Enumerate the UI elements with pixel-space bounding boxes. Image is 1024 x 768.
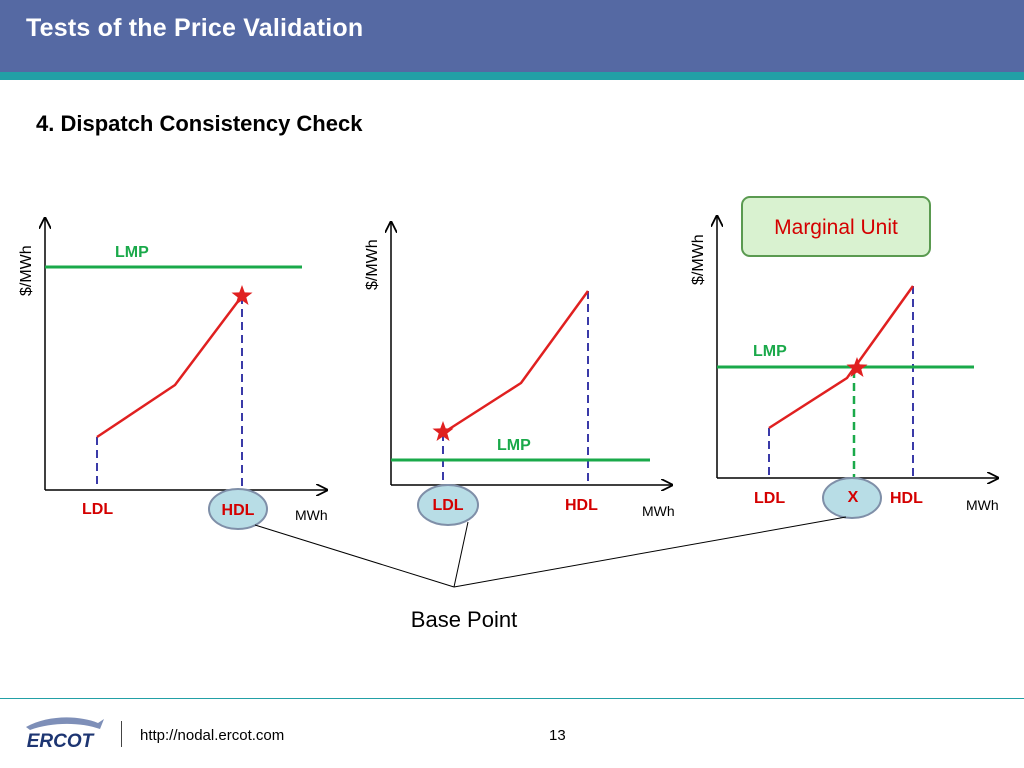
panel-2-base-point-bubble — [417, 484, 479, 526]
panel-1-ldl-label: LDL — [82, 501, 113, 518]
panel-2-ldl-label: LDL — [432, 497, 463, 514]
panel-3-ldl-label: LDL — [754, 490, 785, 507]
connector-panel-1 — [254, 524, 455, 588]
panel-1-y-axis-label: $/MWh — [18, 245, 35, 296]
panel-3-x-label: X — [848, 489, 859, 506]
connector-panel-2 — [453, 521, 469, 588]
panel-2-lmp-label: LMP — [497, 437, 531, 454]
panel-2-star-icon — [432, 421, 454, 441]
ercot-logo: ERCOT — [26, 717, 104, 751]
panel-3-star-icon — [846, 357, 868, 377]
panel-3-lmp-label: LMP — [753, 343, 787, 360]
panel-1: $/MWh LMP LDL HDL MWh — [18, 218, 328, 530]
marginal-unit-callout-box — [741, 196, 931, 257]
panel-3-offer-curve — [768, 285, 915, 430]
header-accent-bar — [0, 72, 1024, 80]
base-point-label: Base Point — [411, 607, 517, 632]
ercot-logo-text: ERCOT — [27, 731, 95, 751]
connector-panel-3 — [453, 516, 847, 588]
footer-url[interactable]: http://nodal.ercot.com — [140, 727, 285, 744]
base-point-connectors — [254, 516, 847, 588]
footer-divider — [0, 698, 1024, 699]
header-banner — [0, 0, 1024, 72]
section-heading: 4. Dispatch Consistency Check — [36, 111, 363, 136]
marginal-unit-callout-text: Marginal Unit — [774, 216, 898, 239]
panel-1-x-axis-label: MWh — [295, 507, 328, 523]
panel-1-hdl-label: HDL — [222, 502, 255, 519]
panel-3-y-axis-label: $/MWh — [690, 234, 707, 285]
panel-1-offer-curve — [96, 295, 243, 439]
panel-1-lmp-label: LMP — [115, 244, 149, 261]
panel-2-y-axis-label: $/MWh — [364, 239, 381, 290]
slide-title: Tests of the Price Validation — [26, 14, 364, 42]
panel-2-hdl-label: HDL — [565, 497, 598, 514]
page-number: 13 — [549, 727, 566, 744]
panel-3-x-axis-label: MWh — [966, 497, 999, 513]
panel-3-base-point-bubble — [822, 477, 882, 519]
panel-2: $/MWh LMP LDL HDL MWh — [364, 222, 675, 526]
panel-1-star-icon — [231, 285, 253, 305]
panel-3-hdl-label: HDL — [890, 490, 923, 507]
dispatch-diagram: $/MWh LMP LDL HDL MWh $/MWh LMP LDL HDL … — [18, 196, 1024, 632]
footer-separator — [121, 721, 122, 747]
panel-1-base-point-bubble — [208, 488, 268, 530]
panel-2-offer-curve — [442, 290, 590, 435]
panel-3: $/MWh Marginal Unit LMP LDL X HDL MWh — [690, 196, 999, 519]
panel-2-x-axis-label: MWh — [642, 503, 675, 519]
